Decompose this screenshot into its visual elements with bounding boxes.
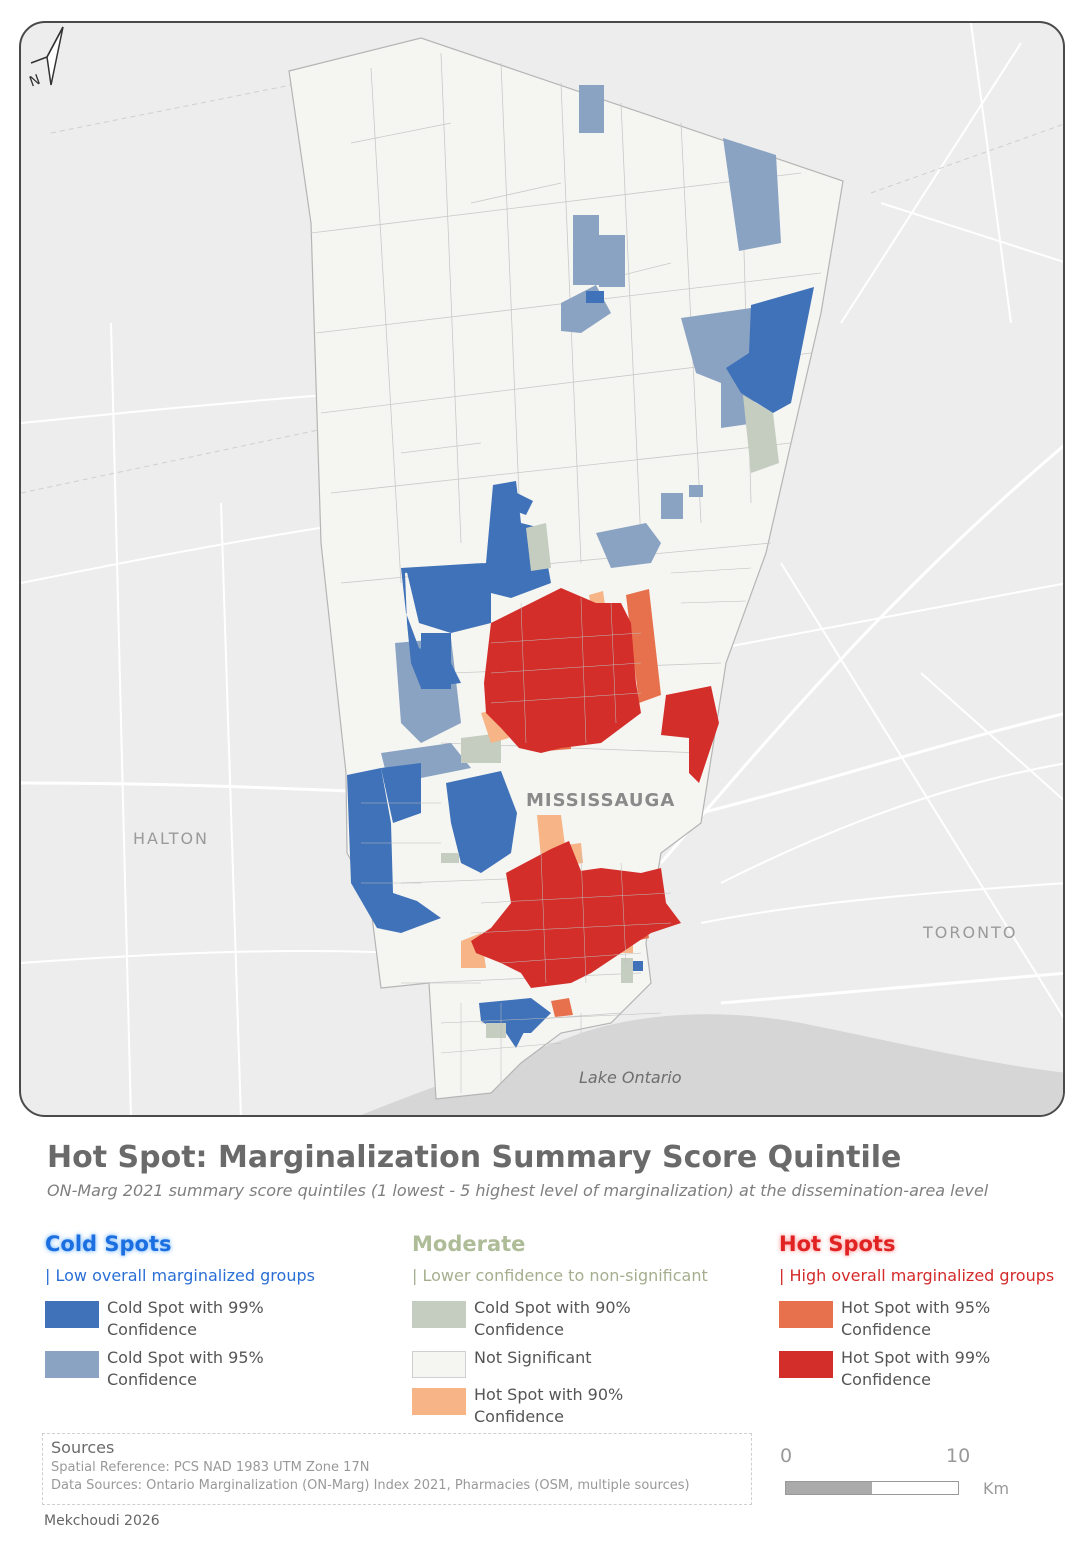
legend-cold-spots: Cold Spots | Low overall marginalized gr…: [45, 1232, 315, 1397]
legend-item: Hot Spot with 95% Confidence: [779, 1297, 1054, 1341]
north-arrow-label: N: [27, 72, 42, 91]
spatial-reference: Spatial Reference: PCS NAD 1983 UTM Zone…: [51, 1460, 370, 1475]
lake-ontario-label: Lake Ontario: [579, 1068, 682, 1087]
legend-cold-heading: Cold Spots: [45, 1232, 172, 1256]
legend-swatch: [412, 1301, 466, 1328]
legend-item-label: Cold Spot with 95% Confidence: [107, 1348, 264, 1389]
scale-start-label: 0: [780, 1445, 793, 1467]
cold-99-areas: [347, 287, 814, 1048]
legend-cold-description: | Low overall marginalized groups: [45, 1266, 315, 1285]
cold-90-areas: [441, 395, 779, 1038]
legend-hot-heading: Hot Spots: [779, 1232, 896, 1256]
boundary-lines: [21, 82, 1063, 494]
map-title: Hot Spot: Marginalization Summary Score …: [47, 1140, 902, 1175]
legend-swatch: [412, 1388, 466, 1415]
map-subtitle: ON-Marg 2021 summary score quintiles (1 …: [47, 1181, 989, 1200]
legend-swatch: [779, 1351, 833, 1378]
legend-item-label: Not Significant: [474, 1348, 592, 1367]
toronto-label: TORONTO: [923, 923, 1018, 942]
mississauga-label: MISSISSAUGA: [526, 790, 676, 811]
north-arrow-icon: N: [27, 26, 64, 91]
legend-moderate-heading: Moderate: [412, 1232, 526, 1256]
urban-fine-grid: [361, 567, 752, 1093]
legend-item: Cold Spot with 90% Confidence: [412, 1297, 708, 1341]
legend-swatch: [45, 1301, 99, 1328]
region-outline: [288, 37, 844, 1100]
legend-item-label: Cold Spot with 90% Confidence: [474, 1298, 631, 1339]
legend-swatch: [779, 1301, 833, 1328]
legend-item-label: Hot Spot with 90% Confidence: [474, 1385, 624, 1426]
legend-item: Hot Spot with 90% Confidence: [412, 1384, 708, 1428]
scale-bar-graphic: [785, 1481, 959, 1495]
lake-ontario: [361, 1014, 1063, 1115]
scale-bar-fill: [786, 1482, 872, 1494]
halton-label: HALTON: [133, 829, 210, 848]
legend-item: Hot Spot with 99% Confidence: [779, 1347, 1054, 1391]
legend-hot-description: | High overall marginalized groups: [779, 1266, 1055, 1285]
legend-item: Not Significant: [412, 1347, 708, 1378]
scale-bar: 0 10 Km: [780, 1445, 1020, 1505]
legend-swatch: [45, 1351, 99, 1378]
map-canvas: [21, 23, 1063, 1115]
data-sources: Data Sources: Ontario Marginalization (O…: [51, 1478, 690, 1493]
legend-moderate-description: | Lower confidence to non-significant: [412, 1266, 708, 1285]
legend-moderate: Moderate | Lower confidence to non-signi…: [412, 1232, 708, 1434]
legend-item: Cold Spot with 95% Confidence: [45, 1347, 315, 1391]
legend-hot-spots: Hot Spots | High overall marginalized gr…: [779, 1232, 1054, 1397]
cold-95-areas: [381, 85, 781, 778]
legend-swatch: [412, 1351, 466, 1378]
sources-box: Sources Spatial Reference: PCS NAD 1983 …: [42, 1433, 752, 1505]
sources-heading: Sources: [51, 1438, 115, 1457]
legend-item-label: Hot Spot with 99% Confidence: [841, 1348, 991, 1389]
author-credit: Mekchoudi 2026: [44, 1513, 160, 1529]
legend-item: Cold Spot with 99% Confidence: [45, 1297, 315, 1341]
legend-item-label: Cold Spot with 99% Confidence: [107, 1298, 264, 1339]
legend-item-label: Hot Spot with 95% Confidence: [841, 1298, 991, 1339]
hot-99-areas: [471, 588, 719, 988]
scale-unit-label: Km: [983, 1479, 1010, 1498]
map-panel: HALTON TORONTO MISSISSAUGA Lake Ontario …: [19, 21, 1065, 1117]
scale-end-label: 10: [946, 1445, 971, 1467]
